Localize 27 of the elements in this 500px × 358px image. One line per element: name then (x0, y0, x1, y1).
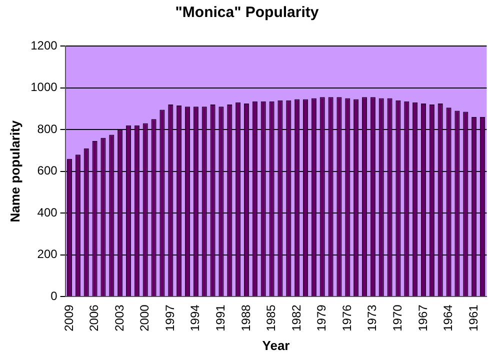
x-tick-label: 1979 (314, 304, 329, 332)
y-axis-title: Name popularity (7, 120, 22, 222)
x-tick-label: 2009 (62, 304, 76, 332)
x-tick-label: 1988 (238, 304, 253, 332)
y-tick-label: 600 (37, 164, 58, 178)
x-tick-label: 2000 (138, 304, 152, 332)
x-tick-label: 1973 (365, 304, 380, 332)
x-tick-label: 1997 (162, 304, 177, 332)
x-tick-label: 1970 (390, 304, 405, 332)
x-tick-label: 1994 (188, 304, 202, 332)
y-tick-label: 1200 (30, 38, 58, 52)
x-axis-title: Year (262, 338, 290, 353)
y-tick-label: 400 (37, 205, 58, 220)
x-tick-label: 1964 (441, 304, 456, 332)
y-tick-label: 200 (37, 247, 58, 262)
y-tick-label: 1000 (30, 80, 58, 94)
x-tick-label: 2003 (112, 304, 126, 332)
x-tick-label: 1967 (416, 304, 430, 332)
x-tick-label: 2006 (87, 304, 102, 332)
x-tick-label: 1961 (466, 304, 480, 332)
x-tick-label: 1985 (264, 304, 278, 332)
y-tick-label: 800 (37, 122, 58, 136)
y-tick-label: 0 (50, 289, 58, 304)
chart-title: "Monica" Popularity (175, 4, 320, 22)
x-tick-label: 1976 (340, 304, 354, 332)
x-tick-label: 1991 (214, 304, 228, 332)
x-tick-label: 1982 (289, 304, 304, 332)
